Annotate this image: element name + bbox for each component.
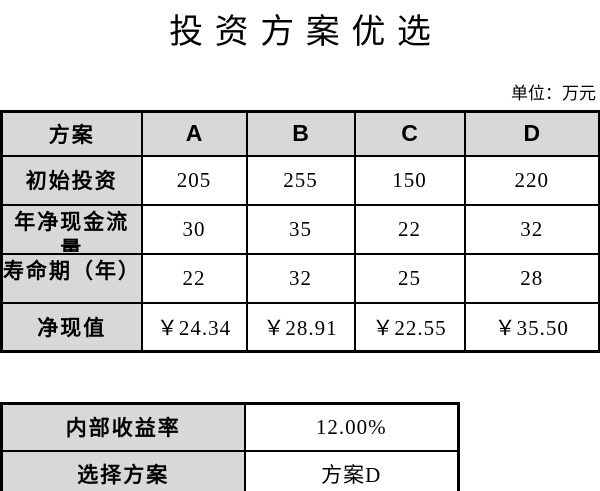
table-cell: 255 [245, 154, 356, 206]
row-label-lifespan-years: 寿命期（年） [0, 252, 143, 304]
table-row-initial-investment: 初始投资 205 255 150 220 [0, 154, 600, 206]
column-header-c: C [353, 110, 466, 157]
column-header-plan: 方案 [0, 110, 143, 157]
table-cell: 150 [353, 154, 466, 206]
summary-row-internal-rate-of-return: 内部收益率 12.00% [0, 402, 460, 452]
table-cell: 30 [140, 203, 248, 255]
table-row-lifespan-years: 寿命期（年） 22 32 25 28 [0, 252, 600, 304]
table-cell: 205 [140, 154, 248, 206]
table-header-row: 方案 A B C D [0, 110, 600, 157]
table-cell: 32 [463, 203, 600, 255]
table-cell: ￥24.34 [140, 301, 248, 353]
table-cell: ￥28.91 [245, 301, 356, 353]
summary-label-selected-plan: 选择方案 [0, 449, 246, 491]
summary-label-internal-rate-of-return: 内部收益率 [0, 402, 246, 452]
table-cell: 22 [353, 203, 466, 255]
summary-row-selected-plan: 选择方案 方案D [0, 449, 460, 491]
column-header-b: B [245, 110, 356, 157]
table-row-net-present-value: 净现值 ￥24.34 ￥28.91 ￥22.55 ￥35.50 [0, 301, 600, 353]
row-label-annual-net-cash-flow: 年净现金流量 [0, 203, 143, 255]
row-label-net-present-value: 净现值 [0, 301, 143, 353]
summary-value-selected-plan: 方案D [243, 449, 460, 491]
table-cell: 220 [463, 154, 600, 206]
result-summary-table: 内部收益率 12.00% 选择方案 方案D [0, 402, 460, 491]
table-cell: 25 [353, 252, 466, 304]
table-cell: 22 [140, 252, 248, 304]
table-cell: 35 [245, 203, 356, 255]
page-title: 投资方案优选 [169, 13, 443, 51]
investment-comparison-table: 方案 A B C D 初始投资 205 255 150 220 年净现金流量 3… [0, 110, 600, 353]
unit-label: 单位：万元 [511, 84, 596, 103]
column-header-a: A [140, 110, 248, 157]
table-cell: ￥35.50 [463, 301, 600, 353]
table-cell: ￥22.55 [353, 301, 466, 353]
summary-value-internal-rate-of-return: 12.00% [243, 402, 460, 452]
column-header-d: D [463, 110, 600, 157]
table-row-annual-net-cash-flow: 年净现金流量 30 35 22 32 [0, 203, 600, 255]
table-cell: 32 [245, 252, 356, 304]
table-cell: 28 [463, 252, 600, 304]
row-label-initial-investment: 初始投资 [0, 154, 143, 206]
